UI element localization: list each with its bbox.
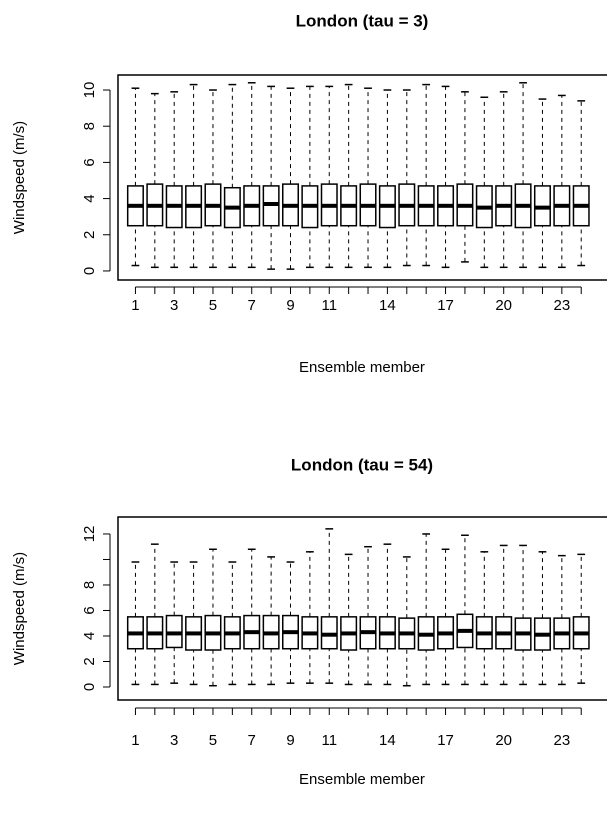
x-tick-label: 14: [379, 297, 396, 314]
y-tick-label: 2: [81, 231, 98, 239]
x-tick-label: 20: [495, 297, 512, 314]
x-tick-label: 5: [209, 732, 217, 749]
x-tick-label: 9: [286, 732, 294, 749]
x-axis-label: Ensemble member: [299, 771, 425, 788]
x-axis-label: Ensemble member: [299, 359, 425, 376]
x-tick-label: 23: [553, 297, 570, 314]
chart-title: London (tau = 54): [291, 455, 433, 474]
y-tick-label: 4: [81, 632, 98, 640]
x-tick-label: 11: [321, 297, 337, 314]
y-tick-label: 8: [81, 122, 98, 130]
x-tick-label: 14: [379, 732, 396, 749]
x-tick-label: 1: [131, 732, 139, 749]
y-tick-label: 6: [81, 606, 98, 614]
x-tick-label: 17: [437, 297, 454, 314]
x-tick-label: 23: [553, 732, 570, 749]
y-tick-label: 10: [81, 82, 98, 99]
x-tick-label: 5: [209, 297, 217, 314]
plot-frame: [117, 516, 607, 701]
x-tick-label: 7: [248, 297, 256, 314]
y-tick-label: 0: [81, 683, 98, 691]
y-tick-label: 2: [81, 657, 98, 665]
x-tick-label: 9: [286, 297, 294, 314]
y-tick-label: 12: [81, 526, 98, 543]
x-tick-label: 17: [437, 732, 454, 749]
chart-title: London (tau = 3): [296, 11, 429, 30]
x-tick-label: 11: [321, 732, 337, 749]
plot-frame: [117, 74, 607, 281]
x-tick-label: 20: [495, 732, 512, 749]
x-tick-label: 3: [170, 297, 178, 314]
y-tick-label: 0: [81, 267, 98, 275]
x-tick-label: 3: [170, 732, 178, 749]
y-axis-label: Windspeed (m/s): [11, 552, 28, 665]
x-tick-label: 7: [248, 732, 256, 749]
y-tick-label: 6: [81, 158, 98, 166]
y-axis-label: Windspeed (m/s): [11, 121, 28, 234]
y-tick-label: 4: [81, 194, 98, 202]
y-tick-label: 8: [81, 581, 98, 589]
x-tick-label: 1: [131, 297, 139, 314]
